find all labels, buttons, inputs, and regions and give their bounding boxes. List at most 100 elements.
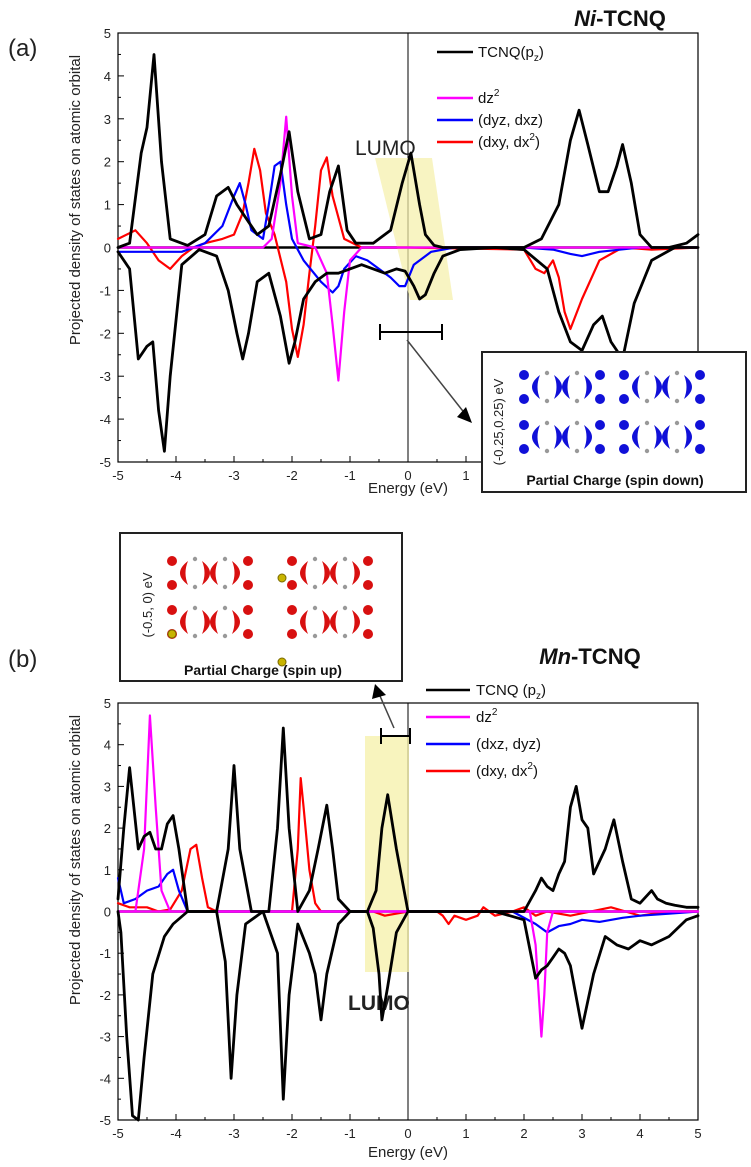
charge-lobe	[180, 610, 188, 634]
lumo-highlight	[365, 736, 409, 972]
lumo-label: LUMO	[355, 137, 416, 160]
y-tick-label: 1	[104, 198, 111, 213]
cn-atom	[363, 556, 373, 566]
charge-lobe	[300, 610, 308, 634]
h-atom	[644, 448, 650, 454]
charge-lobe	[180, 561, 188, 585]
tcnq-molecule	[519, 420, 605, 454]
y-tick-label: -3	[99, 369, 111, 384]
h-atom	[644, 370, 650, 376]
cn-atom	[243, 629, 253, 639]
x-tick-label: 2	[520, 1126, 527, 1141]
h-atom	[192, 556, 198, 562]
tcnq-molecule	[287, 605, 373, 639]
cn-atom	[519, 420, 529, 430]
series-tcnq-pz-spin-down	[116, 246, 700, 453]
charge-lobe	[584, 375, 592, 399]
charge-lobe	[654, 375, 662, 399]
series-tcnq-pz	[116, 726, 700, 913]
inset-partial-charge: (-0.5, 0) eV Partial Charge (spin up)	[119, 532, 403, 682]
inset-partial-charge: (-0.25,0.25) eV Partial Charge (spin dow…	[481, 351, 747, 493]
y-tick-label: 0	[104, 905, 111, 920]
charge-lobe	[684, 375, 692, 399]
cn-atom	[519, 444, 529, 454]
x-tick-label: 5	[694, 1126, 701, 1141]
h-atom	[342, 556, 348, 562]
charge-lobe	[210, 561, 218, 585]
x-tick-label: -5	[112, 1126, 124, 1141]
chart-title: Mn-TCNQ	[539, 644, 640, 669]
cn-atom	[287, 629, 297, 639]
cn-atom	[595, 394, 605, 404]
chart-title: Ni-TCNQ	[574, 6, 666, 31]
cn-atom	[595, 370, 605, 380]
h-atom	[644, 420, 650, 426]
series-tcnq-pz	[116, 53, 700, 249]
energy-window-bracket	[379, 324, 443, 340]
inset-frame	[119, 532, 403, 682]
charge-lobe	[662, 425, 670, 449]
y-tick-label: -1	[99, 283, 111, 298]
y-tick-label: 3	[104, 779, 111, 794]
h-atom	[312, 605, 318, 611]
h-atom	[574, 398, 580, 404]
x-tick-label: 0	[404, 1126, 411, 1141]
h-atom	[544, 370, 550, 376]
title-rest: -TCNQ	[596, 6, 666, 31]
title-metal: Ni	[574, 6, 597, 31]
x-tick-label: 1	[462, 1126, 469, 1141]
legend-item-dxy: (dxy, dx2)	[476, 761, 538, 780]
charge-lobe	[632, 375, 640, 399]
charge-lobe	[330, 561, 338, 585]
series-dz2-spin-down	[116, 910, 700, 1038]
panel-label: (b)	[8, 646, 37, 673]
charge-lobe	[554, 375, 562, 399]
cn-atom	[167, 580, 177, 590]
cn-atom	[287, 580, 297, 590]
y-tick-label: -4	[99, 1071, 111, 1086]
x-tick-label: -2	[286, 1126, 298, 1141]
inset-pointer-arrow	[406, 339, 467, 416]
x-tick-label: -4	[170, 1126, 182, 1141]
mn-atom	[277, 657, 287, 667]
charge-density-image	[167, 556, 373, 667]
charge-lobe	[554, 425, 562, 449]
h-atom	[312, 584, 318, 590]
charge-lobe	[330, 610, 338, 634]
charge-lobe	[232, 610, 240, 634]
cn-atom	[595, 420, 605, 430]
cn-atom	[619, 394, 629, 404]
inset-pointer-arrow	[379, 695, 395, 729]
cn-atom	[519, 370, 529, 380]
h-atom	[342, 584, 348, 590]
cn-atom	[363, 580, 373, 590]
h-atom	[544, 448, 550, 454]
h-atom	[192, 605, 198, 611]
cn-atom	[695, 444, 705, 454]
charge-lobe	[352, 561, 360, 585]
charge-lobe	[584, 425, 592, 449]
charge-density-image	[519, 370, 705, 454]
h-atom	[192, 584, 198, 590]
tcnq-molecule	[287, 556, 373, 590]
legend-item-tcnq: TCNQ(pz)	[478, 44, 544, 64]
y-tick-label: 4	[104, 738, 111, 753]
h-atom	[574, 448, 580, 454]
charge-lobe	[654, 425, 662, 449]
cn-atom	[595, 444, 605, 454]
y-tick-label: 5	[104, 696, 111, 711]
charge-lobe	[532, 375, 540, 399]
inset-caption: Partial Charge (spin down)	[526, 472, 703, 488]
h-atom	[674, 420, 680, 426]
cn-atom	[287, 556, 297, 566]
x-tick-label: -5	[112, 468, 124, 483]
y-tick-label: 0	[104, 241, 111, 256]
energy-window-bracket	[380, 728, 411, 744]
x-tick-label: -3	[228, 1126, 240, 1141]
y-tick-label: 1	[104, 863, 111, 878]
title-metal: Mn	[539, 644, 571, 669]
panel-b: (b) Mn-TCNQ -5 -4 -3 -2 -1 0 1 2 3 4 5 5 4 3 2 1 0 -1 -2 -3…	[8, 532, 702, 1161]
x-tick-label: 0	[404, 468, 411, 483]
cn-atom	[695, 420, 705, 430]
charge-lobe	[662, 375, 670, 399]
